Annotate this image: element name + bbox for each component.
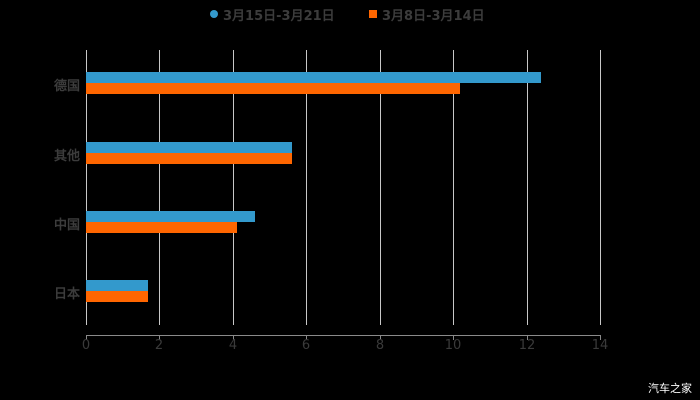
gridline — [306, 50, 307, 325]
bar-series-1[interactable] — [86, 72, 541, 83]
gridline — [380, 50, 381, 325]
x-tick-label: 12 — [518, 338, 536, 353]
bar-series-2[interactable] — [86, 153, 292, 164]
x-tick-label: 2 — [154, 338, 164, 353]
x-axis-line — [86, 335, 600, 336]
gridline — [600, 50, 601, 325]
axis-tick — [600, 335, 601, 340]
x-tick-label: 4 — [228, 338, 238, 353]
legend-label: 3月15日-3月21日 — [223, 8, 335, 24]
category-label: 德国 — [53, 79, 80, 94]
chart-legend: 3月15日-3月21日 3月8日-3月14日 — [0, 5, 700, 24]
gridline — [159, 50, 160, 325]
square-marker-icon — [369, 10, 377, 18]
gridline — [86, 50, 87, 325]
bar-series-1[interactable] — [86, 211, 255, 222]
axis-tick — [527, 335, 528, 340]
bar-series-2[interactable] — [86, 291, 148, 302]
watermark: 汽车之家 — [648, 382, 692, 395]
x-tick-label: 10 — [444, 338, 462, 353]
x-tick-label: 6 — [301, 338, 311, 353]
category-label: 日本 — [53, 287, 80, 302]
axis-tick — [159, 335, 160, 340]
bar-series-2[interactable] — [86, 83, 460, 94]
axis-tick — [380, 335, 381, 340]
gridline — [233, 50, 234, 325]
category-label: 中国 — [53, 218, 80, 233]
gridline — [453, 50, 454, 325]
axis-tick — [453, 335, 454, 340]
bar-series-1[interactable] — [86, 142, 292, 153]
category-label: 其他 — [53, 149, 80, 164]
bar-series-2[interactable] — [86, 222, 237, 233]
legend-label: 3月8日-3月14日 — [382, 8, 485, 24]
bar-series-1[interactable] — [86, 280, 148, 291]
legend-item-series-1[interactable]: 3月15日-3月21日 — [210, 5, 335, 24]
circle-marker-icon — [210, 10, 218, 18]
axis-tick — [233, 335, 234, 340]
axis-tick — [86, 335, 87, 340]
x-tick-label: 0 — [81, 338, 91, 353]
axis-tick — [306, 335, 307, 340]
legend-item-series-2[interactable]: 3月8日-3月14日 — [369, 5, 485, 24]
gridline — [527, 50, 528, 325]
x-tick-label: 8 — [375, 338, 385, 353]
x-tick-label: 14 — [591, 338, 609, 353]
